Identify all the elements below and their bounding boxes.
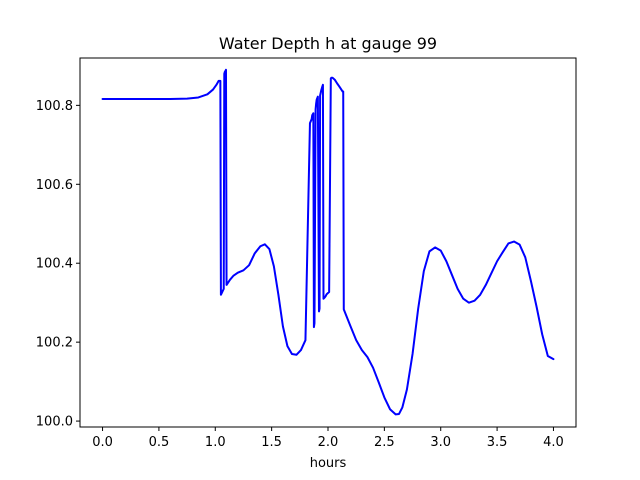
x-tick-label: 0.0 xyxy=(92,435,113,450)
x-axis: 0.0 0.5 1.0 1.5 2.0 2.5 3.0 3.5 4.0 xyxy=(92,427,564,450)
plot-area xyxy=(101,68,555,416)
x-tick-label: 2.5 xyxy=(374,435,395,450)
x-tick-label: 4.0 xyxy=(543,435,564,450)
y-axis: 100.0 100.2 100.4 100.6 100.8 xyxy=(36,99,80,430)
series-line-0 xyxy=(101,68,555,416)
x-tick-label: 1.5 xyxy=(261,435,282,450)
chart-title: Water Depth h at gauge 99 xyxy=(219,34,437,53)
y-tick-label: 100.8 xyxy=(36,99,73,114)
x-tick-label: 1.0 xyxy=(205,435,226,450)
x-tick-label: 2.0 xyxy=(318,435,339,450)
x-axis-label: hours xyxy=(310,456,347,471)
x-tick-label: 0.5 xyxy=(149,435,170,450)
y-tick-label: 100.0 xyxy=(36,415,73,430)
y-tick-label: 100.6 xyxy=(36,178,73,193)
x-tick-label: 3.5 xyxy=(487,435,508,450)
y-tick-label: 100.4 xyxy=(36,257,73,272)
plot-frame xyxy=(79,57,577,428)
y-tick-label: 100.2 xyxy=(36,336,73,351)
x-tick-label: 3.0 xyxy=(430,435,451,450)
